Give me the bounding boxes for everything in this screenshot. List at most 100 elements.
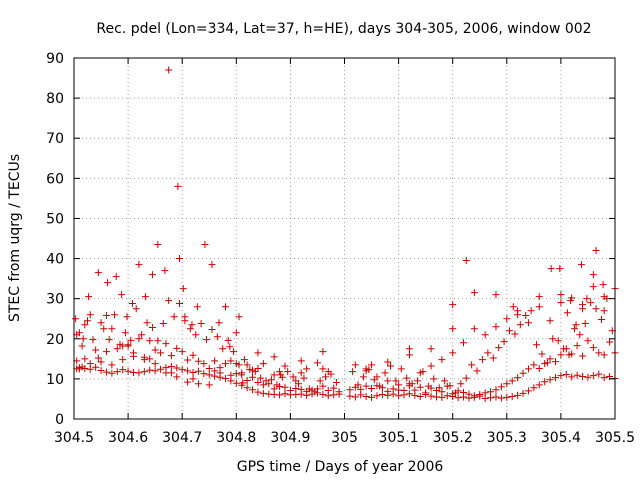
data-point — [560, 345, 568, 353]
data-point — [354, 381, 362, 389]
data-point — [514, 374, 522, 382]
data-point — [563, 309, 571, 317]
data-point — [516, 321, 524, 329]
data-point — [557, 299, 565, 307]
data-point — [465, 390, 473, 398]
data-point — [319, 391, 327, 399]
data-point — [162, 340, 170, 348]
data-point — [224, 336, 232, 344]
data-point — [519, 389, 527, 397]
data-point — [157, 365, 165, 373]
data-point — [284, 368, 292, 376]
data-point — [270, 385, 278, 393]
data-point — [118, 291, 126, 299]
data-point — [94, 269, 102, 277]
data-point — [427, 362, 435, 370]
data-point — [577, 261, 585, 269]
data-point — [572, 321, 580, 329]
data-point — [597, 316, 605, 324]
data-point — [449, 301, 457, 309]
data-point — [357, 385, 365, 393]
data-point — [151, 367, 159, 375]
data-point — [239, 379, 247, 387]
data-point — [524, 387, 532, 395]
data-point — [108, 325, 116, 333]
data-point — [184, 356, 192, 364]
data-point — [81, 321, 89, 329]
data-point — [524, 365, 532, 373]
data-point — [524, 319, 532, 327]
data-point — [201, 241, 209, 249]
data-point — [503, 315, 511, 323]
data-point — [249, 366, 257, 374]
data-point — [319, 365, 327, 373]
data-point — [535, 303, 543, 311]
data-point — [535, 381, 543, 389]
data-point — [573, 371, 581, 379]
data-point — [193, 303, 201, 311]
data-point — [154, 241, 162, 249]
data-point — [102, 368, 110, 376]
data-point — [213, 333, 221, 341]
data-point — [376, 382, 384, 390]
data-point — [281, 362, 289, 370]
data-point — [351, 393, 359, 401]
data-point — [100, 325, 108, 333]
data-point — [389, 385, 397, 393]
data-point — [174, 182, 182, 190]
data-point — [151, 346, 159, 354]
data-point — [135, 335, 143, 343]
data-point — [514, 311, 522, 319]
data-point — [146, 337, 154, 345]
data-point — [249, 373, 257, 381]
data-point — [543, 359, 551, 367]
data-point — [397, 365, 405, 373]
data-point — [470, 289, 478, 297]
data-point — [132, 305, 140, 313]
data-point — [281, 383, 289, 391]
data-point — [373, 392, 381, 400]
y-tick-label: 60 — [46, 171, 64, 187]
data-point — [430, 375, 438, 383]
data-point — [405, 380, 413, 388]
data-point — [489, 354, 497, 362]
data-point — [161, 267, 169, 275]
data-point — [300, 374, 308, 382]
data-point — [94, 354, 102, 362]
y-tick-label: 50 — [46, 211, 64, 227]
data-point — [335, 388, 343, 396]
data-point — [319, 348, 327, 356]
data-point — [173, 344, 181, 352]
data-point — [188, 321, 196, 329]
data-point — [351, 361, 359, 369]
data-point — [243, 384, 251, 392]
data-point — [579, 372, 587, 380]
data-point — [112, 273, 120, 281]
data-point — [438, 356, 446, 364]
data-point — [422, 389, 430, 397]
data-point — [276, 391, 284, 399]
x-tick-label: 305.1 — [379, 430, 419, 446]
data-point — [592, 305, 600, 313]
data-point — [530, 384, 538, 392]
data-point — [557, 351, 565, 359]
data-point — [600, 351, 608, 359]
data-point — [208, 326, 216, 334]
data-point — [589, 344, 597, 352]
data-point — [165, 297, 173, 305]
data-point — [567, 297, 575, 305]
data-point — [108, 361, 116, 369]
data-point — [181, 313, 189, 321]
data-point — [102, 312, 110, 320]
data-point — [303, 365, 311, 373]
data-point — [194, 357, 202, 365]
data-point — [554, 337, 562, 345]
data-point — [141, 293, 149, 301]
data-point — [476, 391, 484, 399]
data-point — [189, 368, 197, 376]
data-point — [72, 315, 80, 323]
data-point — [368, 385, 376, 393]
data-point — [449, 349, 457, 357]
data-point — [416, 383, 424, 391]
data-point — [97, 319, 105, 327]
